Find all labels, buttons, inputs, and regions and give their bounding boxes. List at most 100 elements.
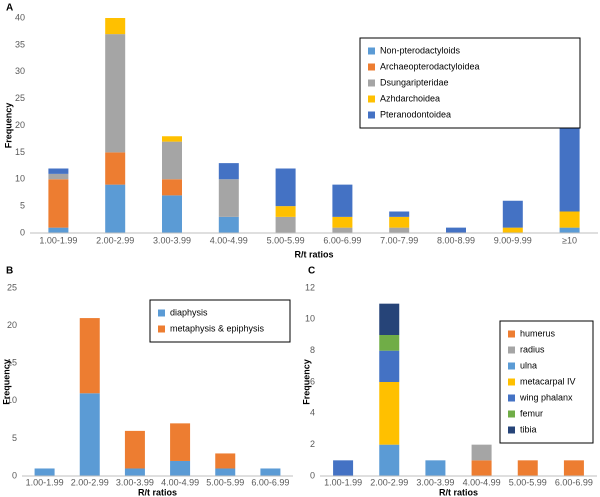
x-tick-label: 3.00-3.99 — [416, 477, 454, 487]
x-tick-label: 6.00-6.99 — [555, 477, 593, 487]
bar-segment — [379, 335, 400, 351]
x-tick-label: 8.00-8.99 — [437, 235, 475, 245]
x-tick-label: 5.00-5.99 — [509, 477, 547, 487]
y-axis-title: Frequency — [301, 359, 311, 405]
y-tick-label: 4 — [310, 408, 315, 418]
y-tick-label: 5 — [12, 433, 17, 443]
x-tick-label: 5.00-5.99 — [206, 477, 244, 487]
y-tick-label: 10 — [7, 395, 17, 405]
x-tick-label: 6.00-6.99 — [323, 235, 361, 245]
y-tick-label: 35 — [15, 39, 25, 49]
y-tick-label: 5 — [20, 201, 25, 211]
bar-segment — [48, 227, 69, 233]
bar-segment — [389, 216, 410, 228]
bar-segment — [260, 468, 281, 476]
bar-segment — [471, 444, 492, 461]
bar-segment — [389, 211, 410, 217]
bar-segment — [471, 460, 492, 476]
x-tick-label: 1.00-1.99 — [39, 235, 77, 245]
legend-swatch — [508, 426, 515, 434]
bar-segment — [48, 179, 69, 228]
bar-segment — [162, 141, 182, 180]
legend-swatch — [368, 63, 375, 71]
bar-segment — [48, 173, 69, 180]
bar-segment — [332, 216, 353, 228]
y-tick-label: 0 — [12, 470, 17, 480]
x-tick-label: 1.00-1.99 — [26, 477, 64, 487]
legend-label: Dsungaripteridae — [380, 77, 449, 87]
bar-segment — [379, 444, 400, 476]
bar-segment — [502, 200, 523, 228]
bar-segment — [379, 350, 400, 382]
bar-segment — [48, 168, 69, 174]
legend-swatch — [508, 362, 515, 370]
y-tick-label: 8 — [310, 345, 315, 355]
x-tick-label: 3.00-3.99 — [153, 235, 191, 245]
bar-segment — [332, 184, 353, 217]
bar-segment — [379, 382, 400, 445]
x-tick-label: 2.00-2.99 — [71, 477, 109, 487]
legend-swatch — [508, 346, 515, 354]
legend-label: Pteranodontoidea — [380, 109, 451, 119]
bar-segment — [446, 227, 466, 233]
y-axis-title: Frequency — [3, 103, 13, 149]
bar-segment — [218, 179, 239, 217]
y-tick-label: 40 — [15, 12, 25, 22]
bar-segment — [425, 460, 446, 476]
bar-segment — [218, 216, 239, 233]
x-tick-label: 3.00-3.99 — [116, 477, 154, 487]
bar-segment — [124, 468, 145, 476]
bar-segment — [563, 460, 584, 476]
x-tick-label: ≥10 — [562, 235, 577, 245]
bar-segment — [275, 206, 296, 217]
bar-segment — [333, 460, 354, 476]
y-tick-label: 20 — [15, 120, 25, 130]
bar-segment — [162, 195, 182, 233]
bar-segment — [79, 318, 100, 394]
bar-segment — [124, 430, 145, 469]
panel-label: C — [308, 266, 315, 277]
y-tick-label: 25 — [15, 93, 25, 103]
bar-segment — [215, 453, 236, 469]
legend-swatch — [508, 394, 515, 402]
bar-segment — [559, 211, 580, 228]
bar-segment — [275, 216, 296, 233]
bar-segment — [162, 136, 182, 142]
legend-box — [359, 37, 581, 129]
bar-segment — [105, 18, 126, 35]
y-tick-label: 0 — [310, 470, 315, 480]
bar-segment — [105, 34, 126, 153]
y-tick-label: 12 — [305, 282, 315, 292]
bar-segment — [389, 227, 410, 233]
y-tick-label: 15 — [15, 147, 25, 157]
panel-label: A — [6, 3, 13, 14]
y-tick-label: 15 — [7, 358, 17, 368]
x-tick-label: 9.00-9.99 — [494, 235, 532, 245]
x-axis-title: R/t ratios — [439, 487, 478, 497]
legend-swatch — [368, 111, 375, 119]
legend-label: humerus — [520, 328, 556, 338]
bar-segment — [379, 303, 400, 335]
x-tick-label: 6.00-6.99 — [251, 477, 289, 487]
panel-label: B — [6, 266, 13, 277]
bar-segment — [559, 227, 580, 233]
bar-segment — [275, 168, 296, 207]
x-tick-label: 5.00-5.99 — [267, 235, 305, 245]
legend-label: Azhdarchoidea — [380, 93, 440, 103]
legend-swatch — [508, 410, 515, 418]
bar-segment — [170, 460, 191, 476]
x-tick-label: 4.00-4.99 — [161, 477, 199, 487]
x-axis-title: R/t ratios — [138, 487, 177, 497]
bar-segment — [170, 423, 191, 461]
legend-label: Archaeopterodactyloidea — [380, 61, 480, 71]
legend-box — [149, 299, 291, 343]
bar-segment — [517, 460, 538, 476]
bar-segment — [34, 468, 55, 476]
x-tick-label: 1.00-1.99 — [324, 477, 362, 487]
y-tick-label: 20 — [7, 320, 17, 330]
x-axis-title: R/t ratios — [294, 249, 333, 259]
legend-swatch — [508, 330, 515, 338]
legend-label: metaphysis & epiphysis — [170, 323, 265, 333]
legend-swatch — [158, 309, 165, 317]
legend-swatch — [508, 378, 515, 386]
